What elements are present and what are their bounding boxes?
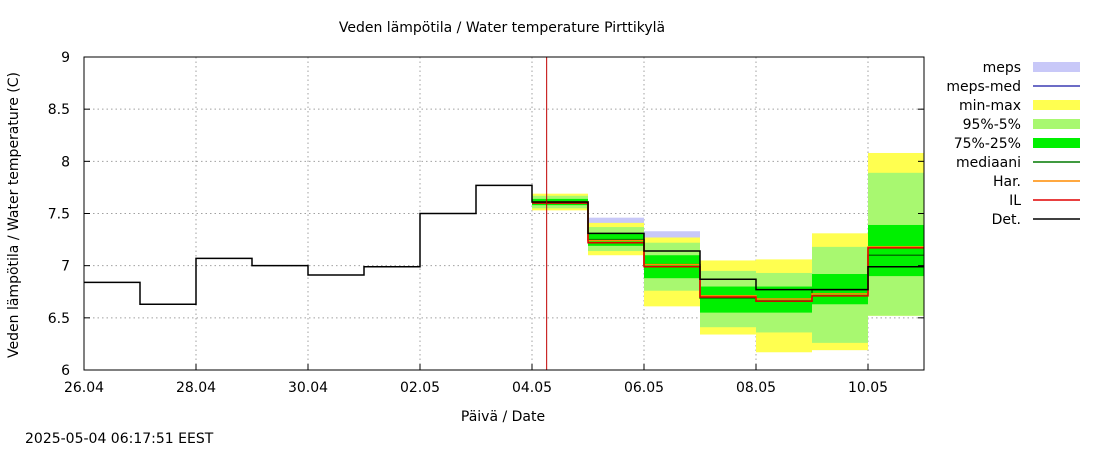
x-tick-label: 26.04 xyxy=(64,380,104,396)
legend-label: Det. xyxy=(992,212,1021,228)
x-tick-label: 06.05 xyxy=(624,380,664,396)
legend-swatch xyxy=(1033,119,1080,129)
p75-25-band xyxy=(868,224,924,277)
y-tick-label: 6 xyxy=(61,363,70,379)
x-tick-label: 28.04 xyxy=(176,380,216,396)
legend-label: min-max xyxy=(959,98,1021,114)
legend-label: meps-med xyxy=(946,79,1021,95)
p75-25-band xyxy=(700,286,756,313)
legend-swatch xyxy=(1033,100,1080,110)
har-line xyxy=(532,201,924,300)
y-tick-label: 8.5 xyxy=(48,102,70,118)
y-tick-label: 9 xyxy=(61,50,70,66)
y-tick-label: 7.5 xyxy=(48,207,70,223)
y-tick-label: 8 xyxy=(61,154,70,170)
legend-swatch xyxy=(1033,138,1080,148)
legend-label: 75%-25% xyxy=(954,136,1021,152)
chart-title: Veden lämpötila / Water temperature Pirt… xyxy=(339,20,665,36)
x-tick-label: 10.05 xyxy=(848,380,888,396)
timestamp: 2025-05-04 06:17:51 EEST xyxy=(25,431,214,447)
x-tick-label: 30.04 xyxy=(288,380,328,396)
il-line xyxy=(532,202,924,302)
legend-label: Har. xyxy=(993,174,1021,190)
x-tick-label: 04.05 xyxy=(512,380,552,396)
legend-swatch xyxy=(1033,62,1080,72)
legend-label: meps xyxy=(983,60,1021,76)
x-axis-label: Päivä / Date xyxy=(461,409,545,425)
legend-label: 95%-5% xyxy=(963,117,1021,133)
y-axis-label: Veden lämpötila / Water temperature (C) xyxy=(6,72,22,358)
x-tick-label: 02.05 xyxy=(400,380,440,396)
det-line xyxy=(84,184,924,306)
legend-label: IL xyxy=(1009,193,1021,209)
y-tick-label: 6.5 xyxy=(48,311,70,327)
legend-label: mediaani xyxy=(956,155,1021,171)
plot-frame xyxy=(83,56,925,371)
x-tick-label: 08.05 xyxy=(736,380,776,396)
y-tick-label: 7 xyxy=(61,259,70,275)
